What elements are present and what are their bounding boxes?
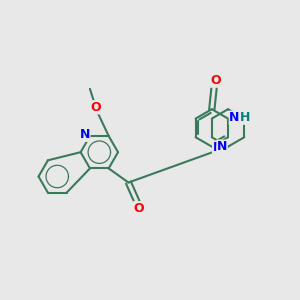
Text: N: N — [80, 128, 90, 141]
Text: O: O — [210, 74, 221, 87]
Text: H: H — [240, 111, 250, 124]
Text: N: N — [229, 111, 240, 124]
Text: N: N — [212, 141, 223, 154]
Text: O: O — [133, 202, 144, 215]
Text: N: N — [217, 140, 227, 153]
Text: O: O — [91, 101, 101, 114]
